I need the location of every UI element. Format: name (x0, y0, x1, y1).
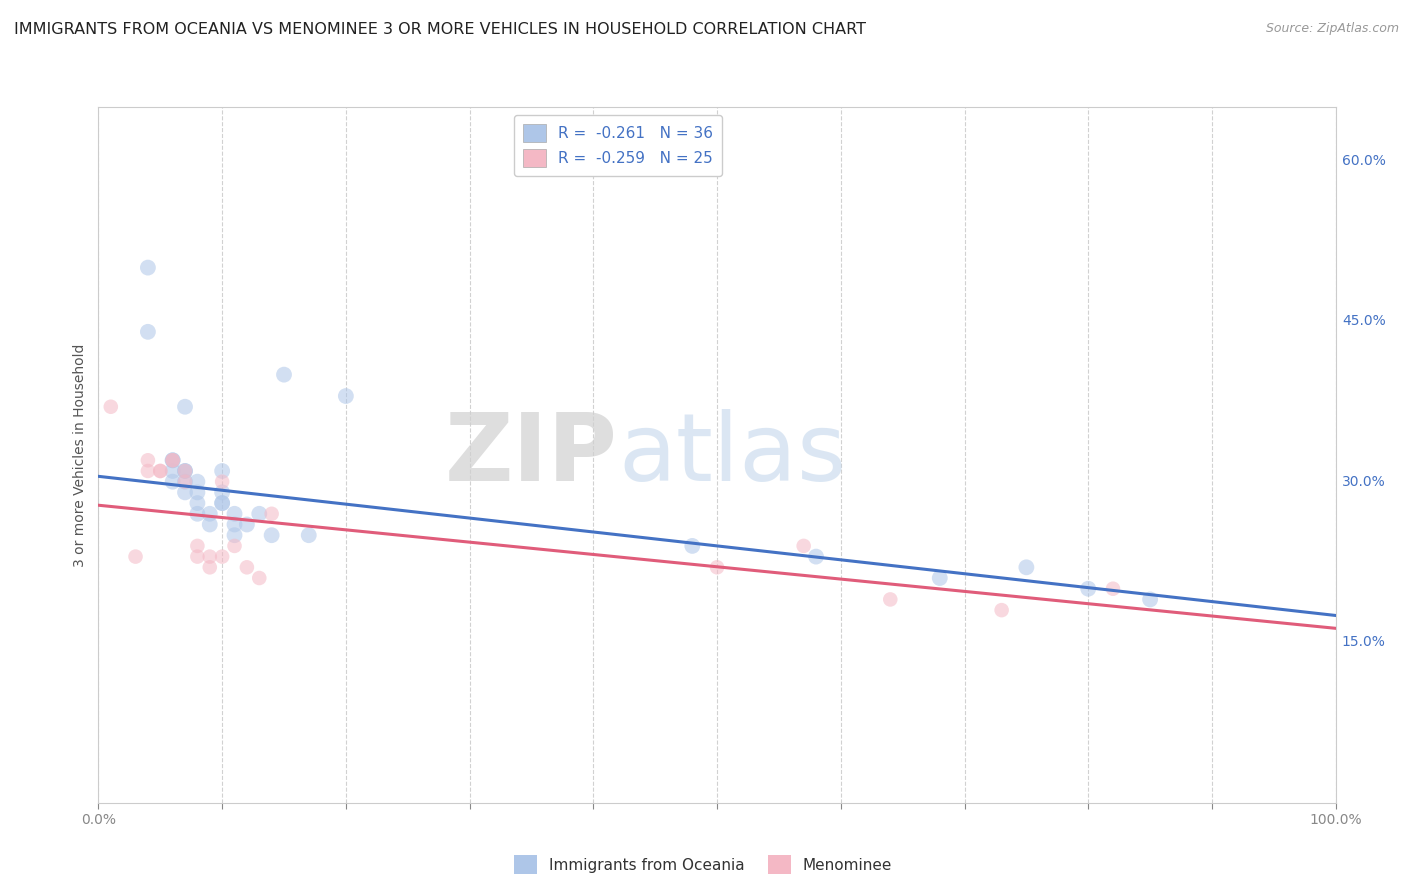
Point (211, 549, 233, 564)
Point (136, 325, 159, 339)
Point (162, 464, 184, 478)
Point (273, 368, 295, 382)
Point (162, 453, 184, 467)
Point (211, 496, 233, 510)
Point (162, 453, 184, 467)
Point (174, 475, 197, 489)
Point (335, 389, 357, 403)
Point (793, 539, 815, 553)
Point (706, 560, 728, 574)
Point (198, 560, 221, 574)
Point (247, 571, 270, 585)
Point (186, 485, 208, 500)
Point (174, 464, 197, 478)
Point (198, 507, 221, 521)
Point (236, 560, 259, 574)
Point (1102, 582, 1125, 596)
Point (174, 485, 197, 500)
Text: 15.0%: 15.0% (1341, 635, 1386, 649)
Text: 30.0%: 30.0% (1341, 475, 1386, 489)
Y-axis label: 3 or more Vehicles in Household: 3 or more Vehicles in Household (73, 343, 87, 566)
Point (224, 507, 246, 521)
Point (224, 528, 246, 542)
Point (236, 517, 259, 532)
Point (804, 549, 827, 564)
Point (211, 475, 233, 489)
Point (1139, 592, 1161, 607)
Point (174, 464, 197, 478)
Point (186, 549, 208, 564)
Point (879, 592, 901, 607)
Point (211, 464, 233, 478)
Text: IMMIGRANTS FROM OCEANIA VS MENOMINEE 3 OR MORE VEHICLES IN HOUSEHOLD CORRELATION: IMMIGRANTS FROM OCEANIA VS MENOMINEE 3 O… (14, 22, 866, 37)
Point (186, 496, 208, 510)
Point (174, 475, 197, 489)
Point (186, 475, 208, 489)
Point (990, 603, 1012, 617)
Point (224, 517, 246, 532)
Point (260, 528, 283, 542)
Point (162, 453, 184, 467)
Point (100, 400, 122, 414)
Legend: R =  -0.261   N = 36, R =  -0.259   N = 25: R = -0.261 N = 36, R = -0.259 N = 25 (513, 115, 723, 177)
Point (198, 549, 221, 564)
Point (174, 464, 197, 478)
Point (174, 400, 197, 414)
Point (149, 464, 172, 478)
Point (681, 539, 703, 553)
Point (198, 517, 221, 532)
Point (247, 507, 270, 521)
Point (186, 507, 208, 521)
Point (211, 496, 233, 510)
Point (298, 528, 321, 542)
Point (136, 464, 159, 478)
Point (162, 475, 184, 489)
Point (149, 464, 172, 478)
Point (211, 485, 233, 500)
Text: Source: ZipAtlas.com: Source: ZipAtlas.com (1265, 22, 1399, 36)
Text: ZIP: ZIP (446, 409, 619, 501)
Point (186, 539, 208, 553)
Point (224, 539, 246, 553)
Text: 60.0%: 60.0% (1341, 153, 1386, 168)
Text: 45.0%: 45.0% (1341, 314, 1386, 328)
Point (1015, 560, 1038, 574)
Text: atlas: atlas (619, 409, 846, 501)
Point (162, 453, 184, 467)
Point (260, 507, 283, 521)
Point (928, 571, 950, 585)
Point (124, 549, 146, 564)
Point (136, 260, 159, 275)
Point (136, 453, 159, 467)
Point (1077, 582, 1099, 596)
Legend: Immigrants from Oceania, Menominee: Immigrants from Oceania, Menominee (508, 849, 898, 880)
